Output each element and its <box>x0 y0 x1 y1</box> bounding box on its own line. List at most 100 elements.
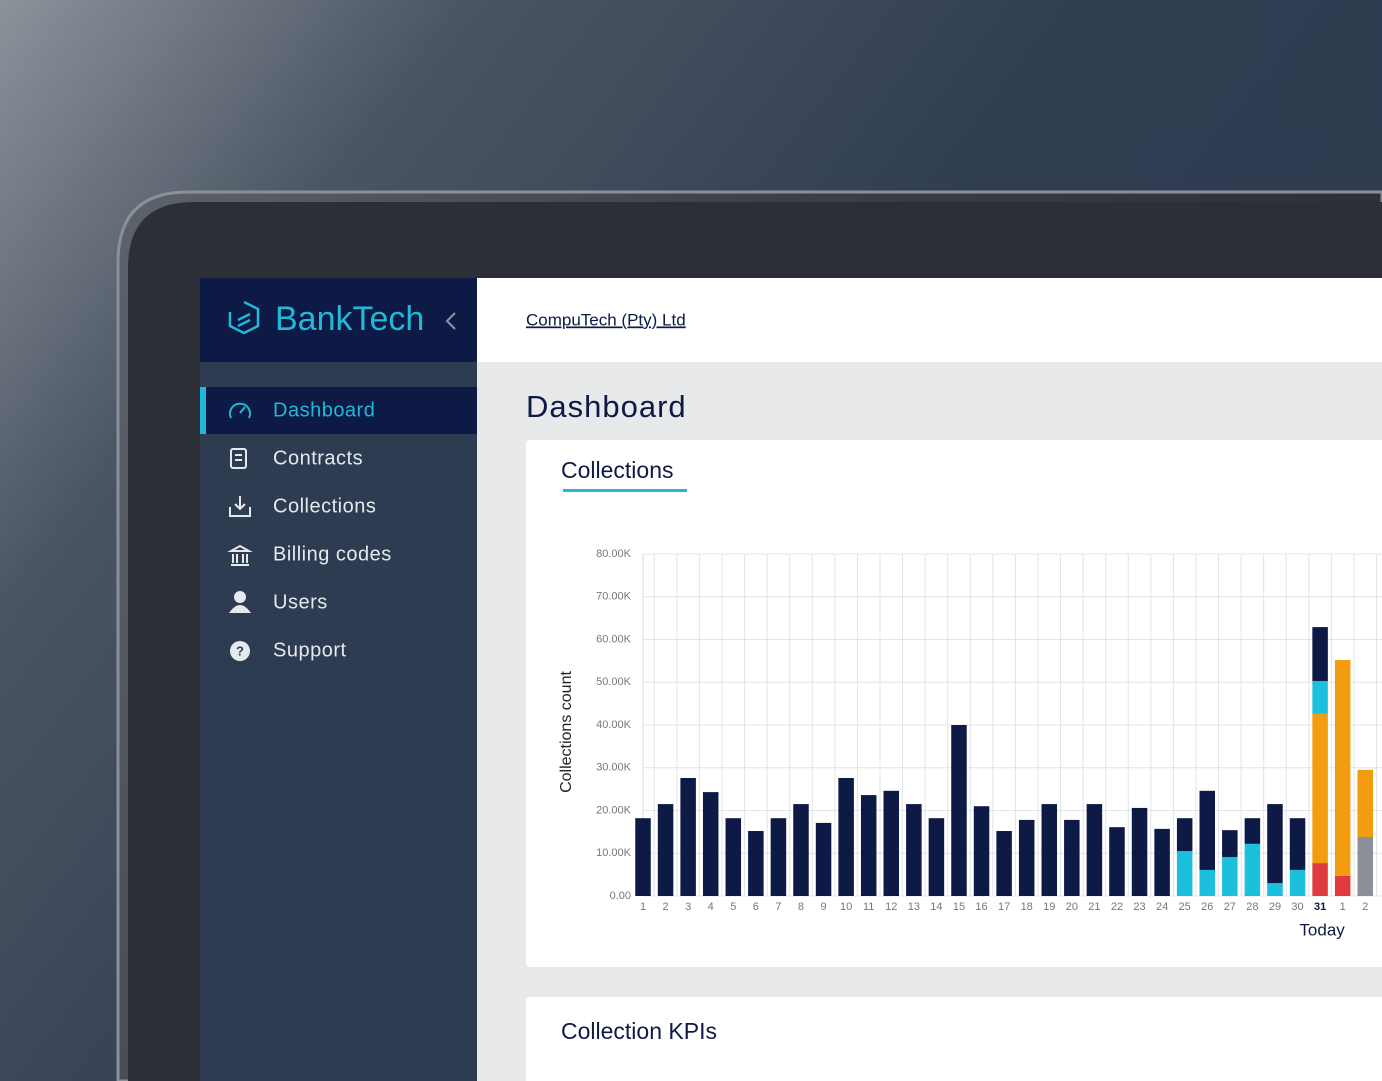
bar-segment <box>1357 837 1373 896</box>
bar-segment <box>1312 680 1328 714</box>
x-tick-label: 8 <box>798 901 804 913</box>
x-tick-label: 26 <box>1201 901 1213 913</box>
nav-item[interactable]: Contracts <box>273 447 363 469</box>
y-tick-label: 50.00K <box>596 676 632 688</box>
x-tick-label: 19 <box>1043 901 1055 913</box>
x-tick-label: 13 <box>908 901 920 913</box>
x-tick-label: 5 <box>730 901 736 913</box>
bar-segment <box>1086 804 1103 896</box>
bar-segment <box>973 806 990 896</box>
bar-segment <box>1131 807 1148 896</box>
x-tick-label: 14 <box>930 901 942 913</box>
x-tick-label: 16 <box>975 901 987 913</box>
x-tick-label: 3 <box>685 901 691 913</box>
x-tick-label: 30 <box>1291 901 1303 913</box>
kpi-card <box>526 997 1382 1081</box>
bar-segment <box>1357 769 1373 838</box>
nav-item[interactable]: Collections <box>273 495 376 517</box>
bar-segment <box>1334 660 1351 876</box>
bar-segment <box>996 831 1012 896</box>
bar-segment <box>748 831 764 896</box>
x-tick-label: 2 <box>1362 901 1368 913</box>
nav-icons <box>227 402 253 661</box>
company-link[interactable]: CompuTech (Pty) Ltd <box>526 310 686 329</box>
bar-segment <box>1199 869 1215 896</box>
bar-segment <box>1244 843 1261 896</box>
x-tick-label: 2 <box>663 901 669 913</box>
bar-segment <box>1312 627 1328 681</box>
bar-segment <box>725 818 742 896</box>
x-tick-label: 22 <box>1111 901 1123 913</box>
nav-item[interactable]: Billing codes <box>273 543 392 565</box>
brand: BankTech <box>275 300 424 338</box>
x-tick-label: 7 <box>775 901 781 913</box>
y-tick-label: 30.00K <box>596 762 632 774</box>
nav-item[interactable]: Users <box>273 591 328 613</box>
x-tick-label: 1 <box>640 901 646 913</box>
x-tick-label: 6 <box>753 901 759 913</box>
bar-segment <box>906 804 922 896</box>
bar-segment <box>815 822 832 896</box>
x-tick-label: 29 <box>1269 901 1281 913</box>
x-tick-label: 9 <box>820 901 826 913</box>
bar-segment <box>770 818 787 896</box>
bar-segment <box>1289 869 1306 896</box>
bar-segment <box>1109 827 1125 896</box>
bar-segment <box>793 804 809 896</box>
y-tick-label: 0.00 <box>610 890 631 902</box>
bar-segment <box>883 790 900 896</box>
bar-segment <box>1041 804 1058 896</box>
bar-segment <box>1312 713 1328 864</box>
bar-segment <box>1064 819 1080 896</box>
bar-segment <box>1267 883 1283 896</box>
bar-segment <box>1176 851 1193 896</box>
x-tick-label: 4 <box>708 901 714 913</box>
x-tick-label: 21 <box>1088 901 1100 913</box>
x-tick-label: 25 <box>1179 901 1191 913</box>
x-tick-label: 31 <box>1314 901 1326 913</box>
y-tick-label: 80.00K <box>596 548 632 560</box>
nav-item[interactable]: Support <box>273 639 347 661</box>
nav-active <box>200 387 477 434</box>
y-axis-label: Collections count <box>558 671 575 793</box>
sidebar-header <box>200 278 477 362</box>
x-tick-label: 18 <box>1021 901 1033 913</box>
x-tick-label: 11 <box>863 901 874 913</box>
bar-segment <box>1199 790 1215 870</box>
nav-active-indicator <box>200 387 206 434</box>
top-bar <box>477 278 1382 362</box>
x-tick-label: 20 <box>1066 901 1078 913</box>
bar-segment <box>1267 804 1283 884</box>
x-tick-label: 24 <box>1156 901 1168 913</box>
nav-item[interactable]: Dashboard <box>273 399 375 421</box>
y-tick-label: 70.00K <box>596 591 632 603</box>
bar-segment <box>1154 828 1170 896</box>
bar-segment <box>1222 830 1238 858</box>
tab-underline <box>563 489 687 492</box>
x-tick-label: 17 <box>998 901 1010 913</box>
bar-segment <box>951 725 967 896</box>
bar-segment <box>680 778 696 896</box>
card-title[interactable]: Collections <box>561 457 674 483</box>
collapse-button[interactable] <box>445 312 456 330</box>
bar-segment <box>657 804 674 896</box>
bar-segment <box>1244 818 1261 844</box>
card-title: Collection KPIs <box>561 1018 717 1044</box>
bar-segment <box>1176 818 1193 852</box>
page-title: Dashboard <box>526 389 687 424</box>
bar-segment <box>1312 863 1328 896</box>
bar-segment <box>860 795 877 896</box>
bar-segment <box>838 778 854 896</box>
bar-segment <box>1018 819 1035 896</box>
chart: Collections count 0.00 10.00K 20.00K 30.00K… <box>558 548 1382 939</box>
x-tick-label: 27 <box>1224 901 1236 913</box>
brand-logo <box>228 300 260 335</box>
bar-segment <box>1222 857 1238 896</box>
y-tick-label: 40.00K <box>596 719 632 731</box>
bar-segment <box>635 818 651 896</box>
x-tick-label: 1 <box>1340 901 1346 913</box>
x-tick-label: 28 <box>1246 901 1258 913</box>
bar-segment <box>1334 875 1351 896</box>
